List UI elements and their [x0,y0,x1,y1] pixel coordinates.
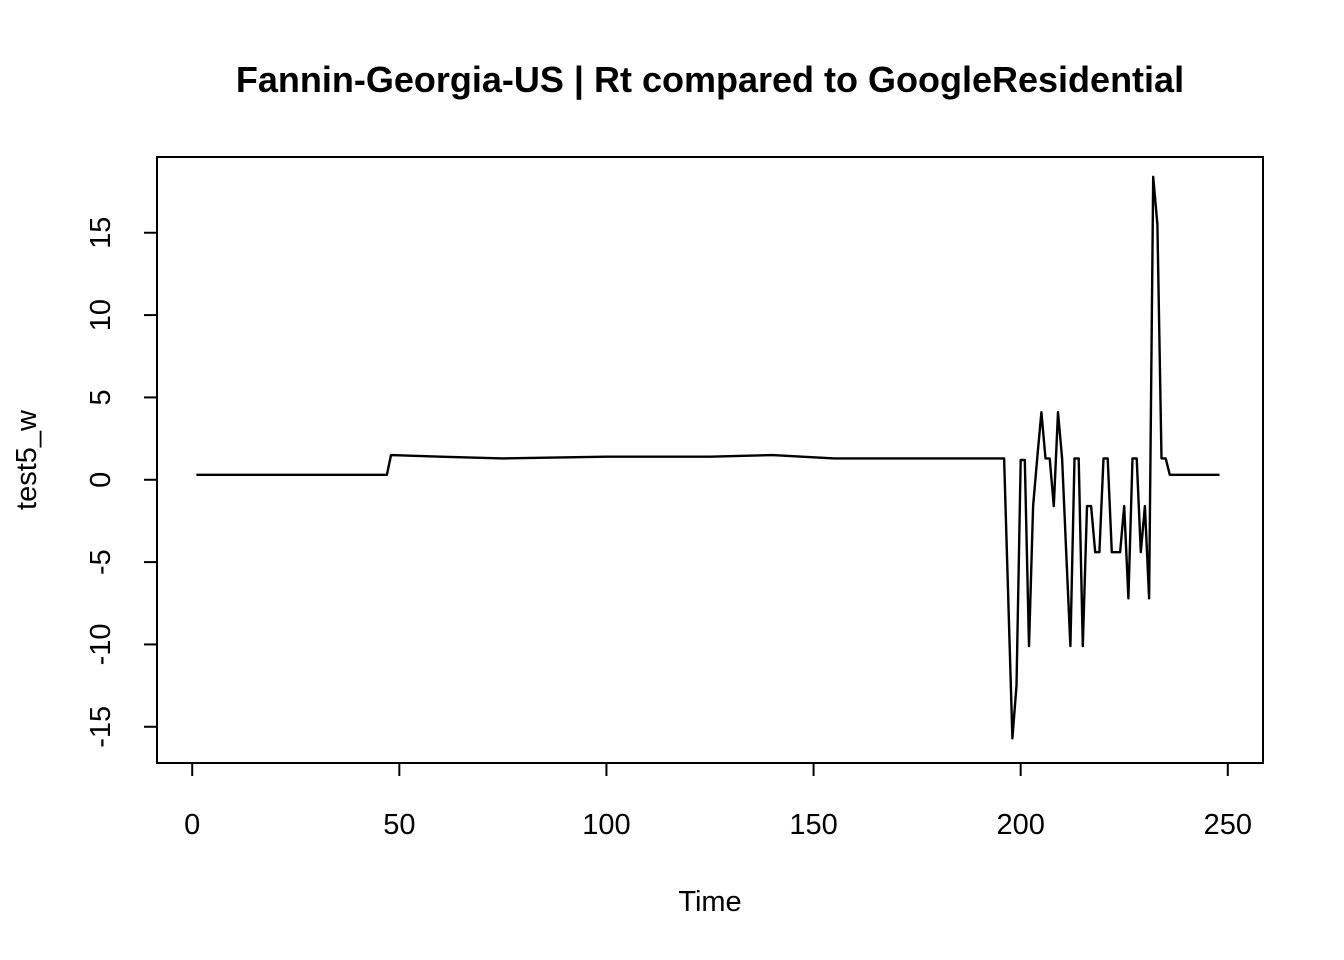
x-tick-label: 200 [996,809,1044,841]
x-axis-ticks: 0 50 100 150 200 250 [184,763,1252,841]
x-axis-label: Time [678,886,741,918]
y-tick-label: -15 [85,706,117,748]
y-axis-label: test5_w [11,409,43,510]
y-tick-label: 0 [85,472,117,488]
y-tick-label: 5 [85,389,117,405]
plot-frame [156,156,1264,764]
x-tick-label: 50 [383,809,415,841]
x-tick-label: 100 [582,809,630,841]
chart-title: Fannin-Georgia-US | Rt compared to Googl… [236,59,1184,101]
y-tick-label: 10 [85,299,117,331]
y-tick-label: -5 [85,549,117,575]
x-tick-label: 150 [789,809,837,841]
y-tick-label: -10 [85,623,117,665]
x-tick-label: 250 [1204,809,1252,841]
x-tick-label: 0 [184,809,200,841]
y-axis-ticks: -15 -10 -5 0 5 10 15 [85,217,157,748]
data-series-line [196,175,1220,740]
y-tick-label: 15 [85,217,117,249]
